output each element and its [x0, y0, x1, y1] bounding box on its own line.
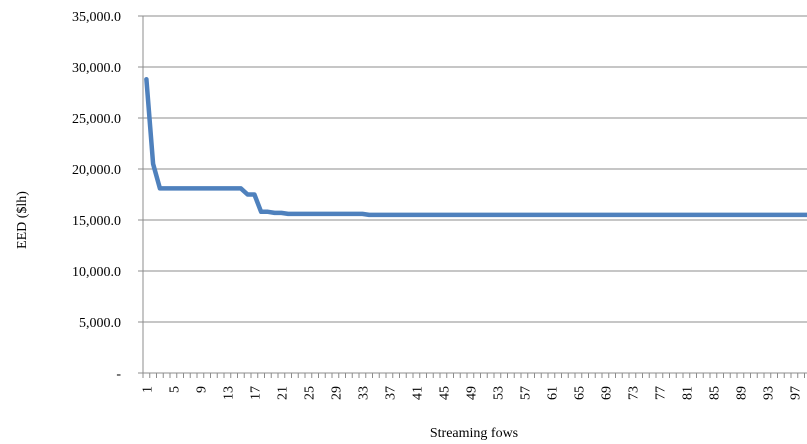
x-tick-label: 45	[437, 386, 452, 400]
x-tick-label: 5	[167, 386, 182, 393]
gridlines	[138, 15, 807, 374]
x-tick-label: 37	[383, 386, 398, 400]
x-tick-label: 89	[734, 386, 749, 400]
y-tick-label: 10,000.0	[72, 265, 121, 280]
y-axis-title: EED ($lh)	[15, 191, 30, 249]
x-tick-label: 97	[788, 386, 803, 400]
x-tick-label: 57	[518, 386, 533, 400]
y-tick-label: 35,000.0	[72, 10, 121, 25]
x-tick-label: 41	[410, 386, 425, 400]
y-tick-label: -	[116, 367, 121, 382]
y-tick-labels: - 5,000.0 10,000.0 15,000.0 20,000.0 25,000.0…	[72, 10, 121, 382]
x-tick-label: 25	[302, 386, 317, 400]
x-axis: 1 5 9 13 17 21 25 29 33 37 41 45 49 53 57 61 65 69 73 77 81 8…	[140, 16, 807, 400]
x-tick-label: 17	[248, 386, 263, 400]
x-axis-title: Streaming fows	[430, 426, 518, 441]
y-tick-label: 20,000.0	[72, 163, 121, 178]
x-tick-label: 53	[491, 386, 506, 400]
x-tick-label: 81	[680, 386, 695, 400]
x-tick-label: 61	[545, 386, 560, 400]
series-layer	[144, 76, 807, 218]
x-tick-label: 85	[707, 386, 722, 400]
x-tick-label: 49	[464, 386, 479, 400]
x-tick-label: 69	[599, 386, 614, 400]
x-tick-label: 33	[356, 386, 371, 400]
series-line-0	[144, 76, 807, 218]
x-tick-label: 73	[626, 386, 641, 400]
x-tick-label: 93	[761, 386, 776, 400]
x-tick-label: 13	[221, 386, 236, 400]
y-tick-label: 5,000.0	[79, 316, 121, 331]
x-tick-label: 1	[140, 386, 155, 393]
x-tick-label: 65	[572, 386, 587, 400]
y-tick-label: 30,000.0	[72, 61, 121, 76]
x-tick-label: 77	[653, 386, 668, 400]
x-tick-label: 21	[275, 386, 290, 400]
y-tick-label: 25,000.0	[72, 112, 121, 127]
x-tick-label: 29	[329, 386, 344, 400]
y-tick-label: 15,000.0	[72, 214, 121, 229]
x-tick-label: 9	[194, 386, 209, 393]
